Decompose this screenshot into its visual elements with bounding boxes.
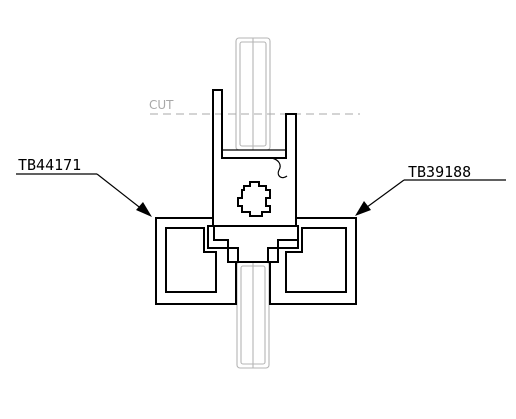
leader-right [355, 179, 506, 216]
leader-left [16, 173, 152, 217]
center-spine [213, 225, 299, 263]
center-key [237, 181, 271, 217]
cut-label: CUT [149, 98, 174, 112]
left-profile [155, 217, 237, 305]
part-label-right: TB39188 [408, 163, 471, 181]
upper-channel [212, 89, 297, 218]
part-label-left: TB44171 [18, 156, 81, 174]
lower-glazing-panel [236, 261, 270, 369]
right-profile [269, 217, 357, 305]
upper-glazing-panel [235, 37, 271, 151]
